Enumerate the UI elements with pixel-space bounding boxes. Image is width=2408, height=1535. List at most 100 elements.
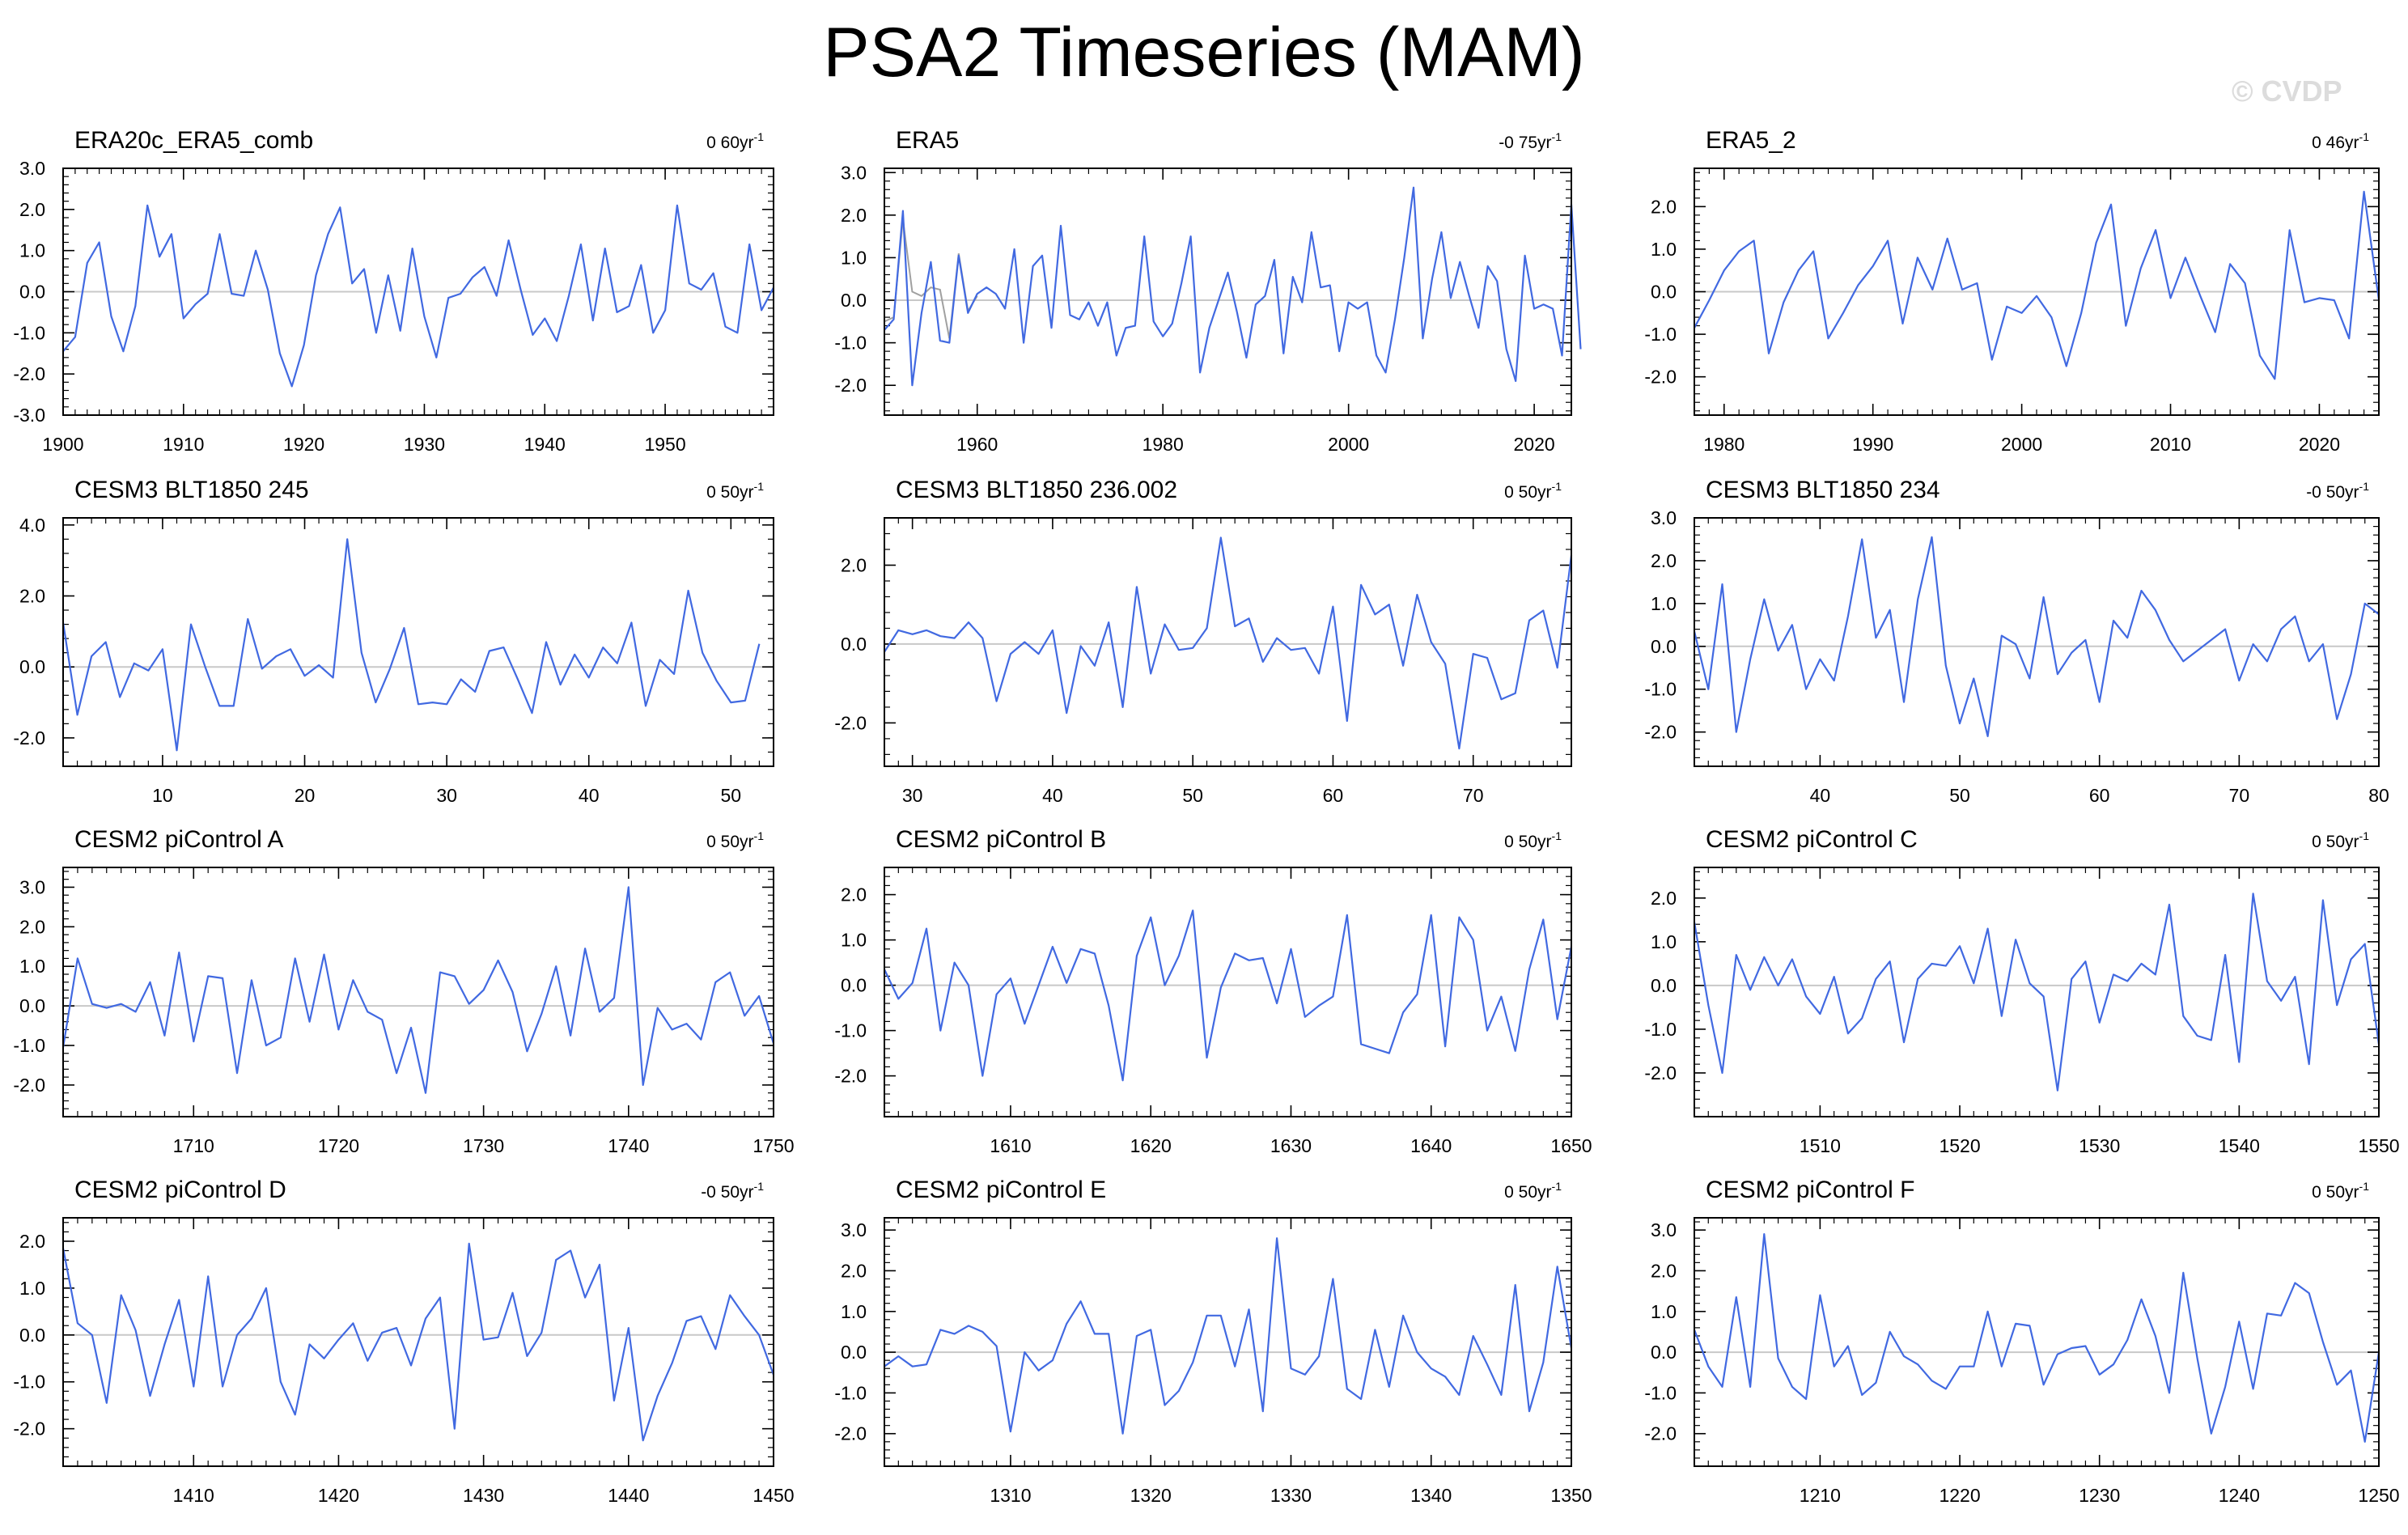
plot-frame <box>884 517 1572 767</box>
trend-exponent: -1 <box>1552 1180 1562 1193</box>
panel-11: CESM2 piControl E 0 50yr-1 1310 1320 1330 134… <box>834 1177 1592 1506</box>
trend-exponent: -1 <box>2359 829 2370 842</box>
y-tick-label: 0.0 <box>19 995 45 1016</box>
panel-2: ERA5 -0 75yr-1 1960 1980 2000 2020 -2.0 -1.0 0.0… <box>834 127 1582 455</box>
trend-exponent: -1 <box>754 1180 765 1193</box>
panel-title: CESM2 piControl D <box>74 1177 286 1203</box>
y-tick-label: -1.0 <box>13 1035 45 1056</box>
panel-title: CESM2 piControl C <box>1706 826 1918 853</box>
y-tick-label: -3.0 <box>13 405 45 426</box>
trend-value: -0 50yr <box>2306 483 2359 502</box>
x-tick-label: 10 <box>152 785 173 806</box>
plot-frame <box>62 867 774 1117</box>
page-title: PSA2 Timeseries (MAM) <box>823 14 1585 91</box>
series-line <box>61 1242 775 1442</box>
x-tick-label: 1550 <box>2358 1135 2399 1156</box>
y-tick-label: -1.0 <box>1644 1382 1677 1403</box>
trend-value: 0 46yr <box>2312 134 2359 152</box>
x-tick-label: 1250 <box>2358 1485 2399 1506</box>
x-tick-label: 1510 <box>1800 1135 1841 1156</box>
trend-value: -0 75yr <box>1499 134 1551 152</box>
y-tick-label: 3.0 <box>841 162 867 183</box>
x-tick-label: 1920 <box>283 434 324 455</box>
trend-label: 0 50yr-1 <box>706 829 764 851</box>
y-tick-label: -2.0 <box>1644 1423 1677 1444</box>
y-tick-label: 2.0 <box>841 554 867 575</box>
plot-frame <box>884 167 1572 416</box>
plot-frame <box>62 517 774 767</box>
x-tick-label: 40 <box>1042 785 1063 806</box>
x-tick-label: 1440 <box>608 1485 649 1506</box>
y-tick-label: 2.0 <box>1651 196 1677 217</box>
x-tick-label: 1410 <box>173 1485 214 1506</box>
panel-title: CESM3 BLT1850 245 <box>74 477 309 503</box>
y-tick-label: 2.0 <box>19 199 45 220</box>
plot-frame <box>1694 867 2380 1117</box>
panel-10: CESM2 piControl D -0 50yr-1 1410 1420 1430 14… <box>13 1177 794 1506</box>
x-tick-label: 50 <box>1182 785 1203 806</box>
trend-value: -0 50yr <box>701 1183 753 1202</box>
series-line <box>1693 893 2380 1092</box>
y-tick-label: -1.0 <box>1644 324 1677 345</box>
trend-value: 0 50yr <box>1504 483 1551 502</box>
trend-label: 0 50yr-1 <box>706 480 764 502</box>
panel-title: CESM2 piControl A <box>74 826 283 853</box>
x-tick-label: 20 <box>295 785 316 806</box>
y-tick-label: 1.0 <box>19 956 45 977</box>
panel-5: CESM3 BLT1850 236.002 0 50yr-1 30 40 50 60 70 -… <box>834 477 1573 806</box>
y-tick-label: -2.0 <box>13 1418 45 1440</box>
trend-exponent: -1 <box>754 829 765 842</box>
y-tick-label: -1.0 <box>834 1020 867 1041</box>
panel-title: CESM2 piControl F <box>1706 1177 1914 1203</box>
y-tick-label: -2.0 <box>1644 722 1677 743</box>
y-tick-label: 0.0 <box>1651 282 1677 303</box>
cvdp-watermark: © CVDP <box>2232 74 2342 108</box>
x-tick-label: 70 <box>1463 785 1484 806</box>
x-tick-label: 30 <box>436 785 457 806</box>
y-tick-label: 0.0 <box>841 634 867 655</box>
y-tick-label: -2.0 <box>834 1066 867 1087</box>
trend-exponent: -1 <box>2359 1180 2370 1193</box>
x-tick-label: 1340 <box>1410 1485 1452 1506</box>
x-tick-label: 1350 <box>1550 1485 1592 1506</box>
y-tick-label: 2.0 <box>1651 550 1677 571</box>
y-tick-label: -2.0 <box>834 375 867 396</box>
x-tick-label: 1990 <box>1852 434 1893 455</box>
x-tick-label: 1520 <box>1939 1135 1980 1156</box>
x-tick-label: 60 <box>2089 785 2110 806</box>
plot-frame <box>884 1217 1572 1467</box>
series-line <box>884 910 1573 1082</box>
trend-label: 0 50yr-1 <box>1504 829 1562 851</box>
panel-1: ERA20c_ERA5_comb 0 60yr-1 1900 1910 1920 1930… <box>13 127 774 455</box>
trend-exponent: -1 <box>2359 480 2370 493</box>
x-tick-label: 1430 <box>463 1485 504 1506</box>
y-tick-label: 2.0 <box>1651 888 1677 909</box>
y-tick-label: 2.0 <box>19 916 45 937</box>
x-tick-label: 1910 <box>163 434 204 455</box>
series-line <box>62 204 774 388</box>
y-tick-label: -1.0 <box>1644 679 1677 700</box>
x-tick-label: 1630 <box>1270 1135 1312 1156</box>
y-tick-label: -2.0 <box>834 712 867 733</box>
trend-value: 0 50yr <box>706 833 753 851</box>
y-tick-label: 0.0 <box>19 1325 45 1346</box>
panel-title: CESM3 BLT1850 234 <box>1706 477 1940 503</box>
trend-label: 0 46yr-1 <box>2312 130 2369 152</box>
x-tick-label: 1240 <box>2219 1485 2260 1506</box>
x-tick-label: 1980 <box>1703 434 1745 455</box>
x-tick-label: 2010 <box>2150 434 2191 455</box>
y-tick-label: 2.0 <box>841 884 867 905</box>
panel-title: ERA5 <box>896 127 959 154</box>
y-tick-label: 0.0 <box>841 290 867 311</box>
panel-title: CESM2 piControl E <box>896 1177 1106 1203</box>
series-line <box>61 538 761 752</box>
y-tick-label: 0.0 <box>1651 975 1677 996</box>
trend-value: 0 50yr <box>1504 1183 1551 1202</box>
y-tick-label: 1.0 <box>1651 593 1677 614</box>
x-tick-label: 1980 <box>1143 434 1184 455</box>
trend-exponent: -1 <box>754 480 765 493</box>
x-tick-label: 40 <box>1810 785 1831 806</box>
x-tick-label: 2020 <box>2299 434 2340 455</box>
x-tick-label: 1320 <box>1130 1485 1172 1506</box>
trend-exponent: -1 <box>754 130 765 143</box>
